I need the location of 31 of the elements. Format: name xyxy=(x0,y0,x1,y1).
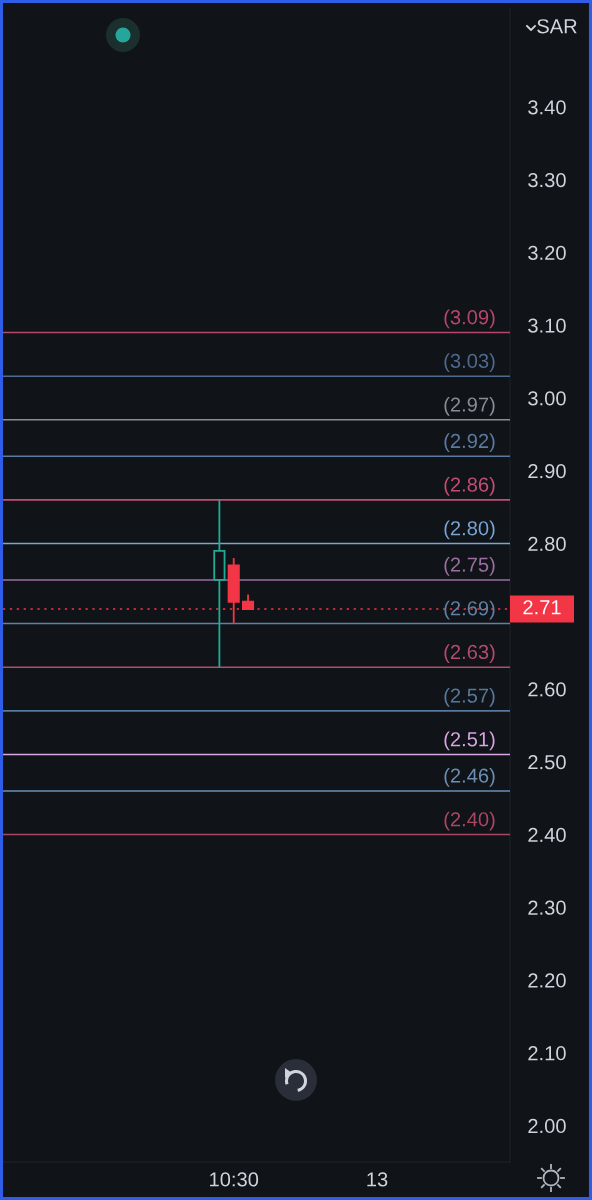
y-axis-title: SAR xyxy=(537,19,577,34)
ref-line-label: (2.86) xyxy=(444,476,495,496)
y-tick-label: 2.10 xyxy=(528,1046,566,1061)
y-tick-label: 2.80 xyxy=(528,536,566,552)
ref-line-label: (2.63) xyxy=(444,644,495,664)
y-tick-label: 2.60 xyxy=(528,682,566,697)
ref-line-label: (2.40) xyxy=(444,811,495,831)
ref-line-label: (3.09) xyxy=(444,309,495,329)
ref-line-label: (2.97) xyxy=(444,396,495,416)
ref-line-label: (2.57) xyxy=(444,687,495,707)
y-tick-label: 3.40 xyxy=(528,100,566,115)
y-tick-label: 2.40 xyxy=(528,827,566,843)
ref-line-label: (3.03) xyxy=(444,353,495,373)
ref-line-label: (2.46) xyxy=(444,767,495,787)
ref-line-label: (2.51) xyxy=(444,731,495,751)
y-tick-label: 2.20 xyxy=(528,973,566,988)
y-tick-label: 2.50 xyxy=(528,755,566,770)
y-tick-label: 3.10 xyxy=(528,318,566,333)
ref-line-label: 2.71 xyxy=(523,600,561,615)
y-tick-label: 3.20 xyxy=(528,245,566,260)
ref-line-label: (2.80) xyxy=(444,520,495,540)
ref-line-label: (2.69) xyxy=(444,600,495,620)
y-tick-label: 3.30 xyxy=(528,172,566,188)
ref-line-label: (2.75) xyxy=(444,556,495,576)
y-tick-label: 2.00 xyxy=(528,1118,566,1134)
y-tick-label: 2.90 xyxy=(528,464,566,479)
x-tick-label: 13 xyxy=(367,1172,388,1187)
y-tick-label: 3.00 xyxy=(528,391,566,406)
y-tick-label: 2.30 xyxy=(528,900,566,915)
x-tick-label: 10:30 xyxy=(210,1172,259,1187)
ref-line-label: (2.92) xyxy=(444,433,495,453)
